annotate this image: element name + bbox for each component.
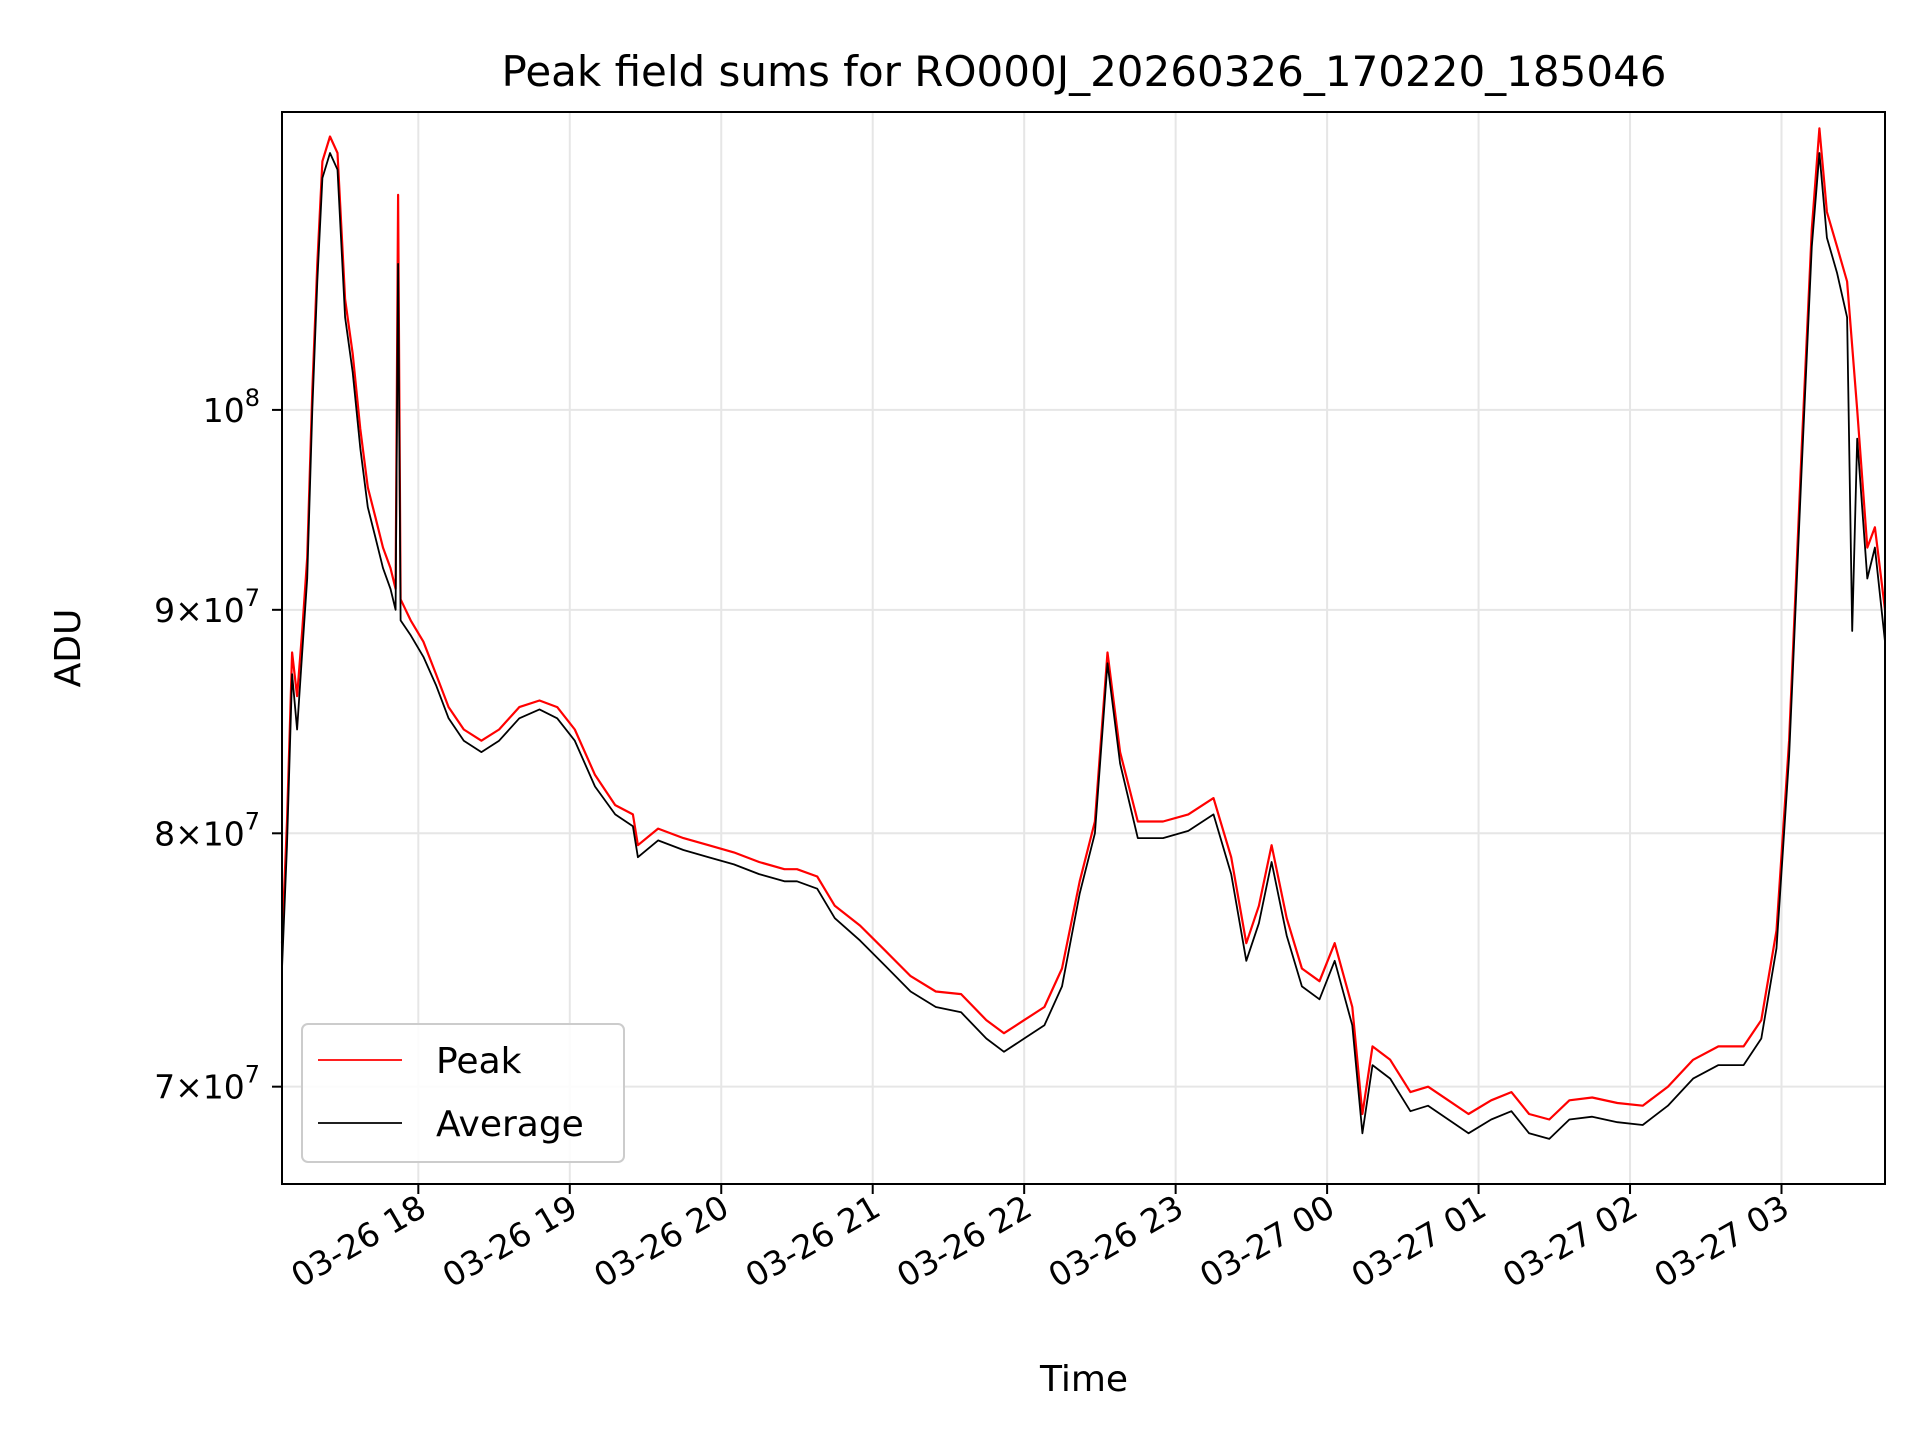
y-tick-label: 7×107 <box>154 1061 260 1107</box>
legend-label-average: Average <box>436 1104 584 1145</box>
plot-frame <box>281 111 1886 1185</box>
chart-title: Peak field sums for RO000J_20260326_1702… <box>501 47 1666 96</box>
legend-box <box>301 1023 625 1163</box>
series-line-average <box>281 152 1886 1140</box>
x-axis-label: Time <box>1039 1359 1128 1400</box>
y-tick-label: 8×107 <box>154 807 260 853</box>
y-tick-label: 108 <box>203 384 260 430</box>
series-line-peak <box>280 127 1887 1121</box>
y-axis-label: ADU <box>48 609 89 688</box>
legend-label-peak: Peak <box>436 1041 522 1082</box>
y-axis: 7×107 8×107 9×107 108 <box>154 384 282 1107</box>
plot-lines <box>280 127 1887 1140</box>
y-tick-label: 9×107 <box>154 584 260 630</box>
grid <box>282 112 1885 1184</box>
legend: Peak Average <box>301 1023 625 1163</box>
